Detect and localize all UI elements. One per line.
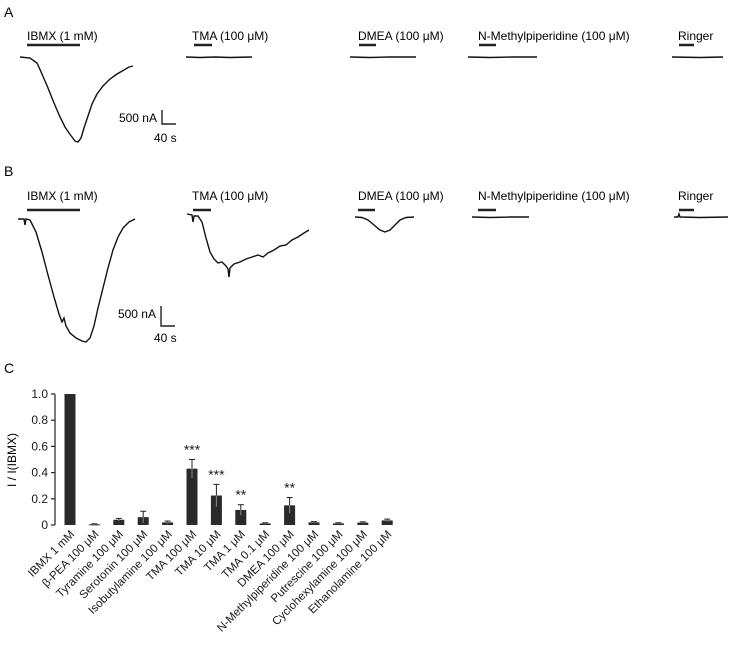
scale-bar-time-label: 40 s — [154, 331, 177, 345]
scale-bar-lines — [161, 110, 176, 125]
scale-bar-current-label: 500 nA — [119, 111, 157, 125]
trace-b-ibmx-label: IBMX (1 mM) — [27, 189, 98, 203]
scale-bar-lines — [160, 306, 175, 327]
panel-b: B IBMX (1 mM) TMA (100 μM) DMEA (100 μM)… — [4, 163, 729, 345]
bar — [357, 522, 369, 525]
significance-marker: *** — [208, 466, 225, 482]
trace-b-dmea-label: DMEA (100 μM) — [358, 189, 444, 203]
significance-marker: ** — [235, 487, 246, 503]
trace-a-ibmx-label: IBMX (1 mM) — [27, 29, 98, 43]
trace-a-dmea-label: DMEA (100 μM) — [358, 29, 444, 43]
trace-group-ringer-b: Ringer — [674, 189, 729, 219]
bar — [332, 523, 344, 525]
current-trace — [674, 211, 729, 219]
trace-group-nmp-b: N-Methylpiperidine (100 μM) — [471, 189, 630, 219]
trace-group-dmea-a: DMEA (100 μM) — [349, 29, 444, 59]
bar — [381, 520, 393, 525]
current-trace — [19, 56, 134, 143]
trace-b-ringer-label: Ringer — [678, 189, 713, 203]
significance-marker: ** — [284, 479, 295, 495]
bar — [113, 519, 125, 525]
y-tick-label: 0.6 — [31, 439, 48, 453]
trace-a-nmp-label: N-Methylpiperidine (100 μM) — [478, 29, 630, 43]
trace-group-tma-b: TMA (100 μM) — [186, 189, 310, 278]
trace-a-tma-label: TMA (100 μM) — [192, 29, 268, 43]
significance-marker: *** — [184, 442, 201, 458]
current-trace — [186, 213, 310, 278]
scale-bar-current-label: 500 nA — [118, 307, 156, 321]
panel-b-letter: B — [4, 163, 13, 179]
bar — [210, 495, 222, 525]
y-tick-label: 0 — [41, 518, 48, 532]
current-trace — [471, 216, 529, 219]
current-trace — [467, 56, 537, 59]
panel-a: A IBMX (1 mM) TMA (100 μM) DMEA (100 μM)… — [4, 4, 724, 145]
bar — [64, 394, 76, 525]
current-trace — [185, 56, 253, 59]
bar — [186, 468, 198, 525]
panel-a-letter: A — [4, 4, 14, 20]
panel-c-letter: C — [4, 360, 14, 376]
current-trace — [354, 216, 415, 233]
trace-group-ringer-a: Ringer — [671, 29, 724, 59]
y-tick-label: 0.8 — [31, 413, 48, 427]
trace-group-tma-a: TMA (100 μM) — [185, 29, 268, 59]
trace-group-nmp-a: N-Methylpiperidine (100 μM) — [467, 29, 630, 59]
bar — [259, 523, 271, 525]
y-tick-label: 0.2 — [31, 492, 48, 506]
trace-b-nmp-label: N-Methylpiperidine (100 μM) — [478, 189, 630, 203]
trace-b-tma-label: TMA (100 μM) — [192, 189, 268, 203]
scale-bar-time-label: 40 s — [154, 131, 177, 145]
trace-group-ibmx-a: IBMX (1 mM) — [19, 29, 134, 143]
bar — [284, 505, 296, 525]
current-trace — [671, 56, 724, 59]
trace-group-dmea-b: DMEA (100 μM) — [354, 189, 444, 233]
scale-bar-a: 500 nA 40 s — [119, 110, 177, 145]
bar — [308, 522, 320, 525]
y-tick-label: 1.0 — [31, 387, 48, 401]
trace-a-ringer-label: Ringer — [678, 29, 713, 43]
bar — [235, 509, 247, 525]
trace-group-ibmx-b: IBMX (1 mM) — [18, 189, 136, 343]
scale-bar-b: 500 nA 40 s — [118, 306, 177, 345]
y-tick-label: 0.4 — [31, 466, 48, 480]
current-trace — [18, 218, 136, 343]
current-trace — [349, 56, 416, 59]
y-axis-label: I / I(IBMX) — [5, 433, 19, 487]
